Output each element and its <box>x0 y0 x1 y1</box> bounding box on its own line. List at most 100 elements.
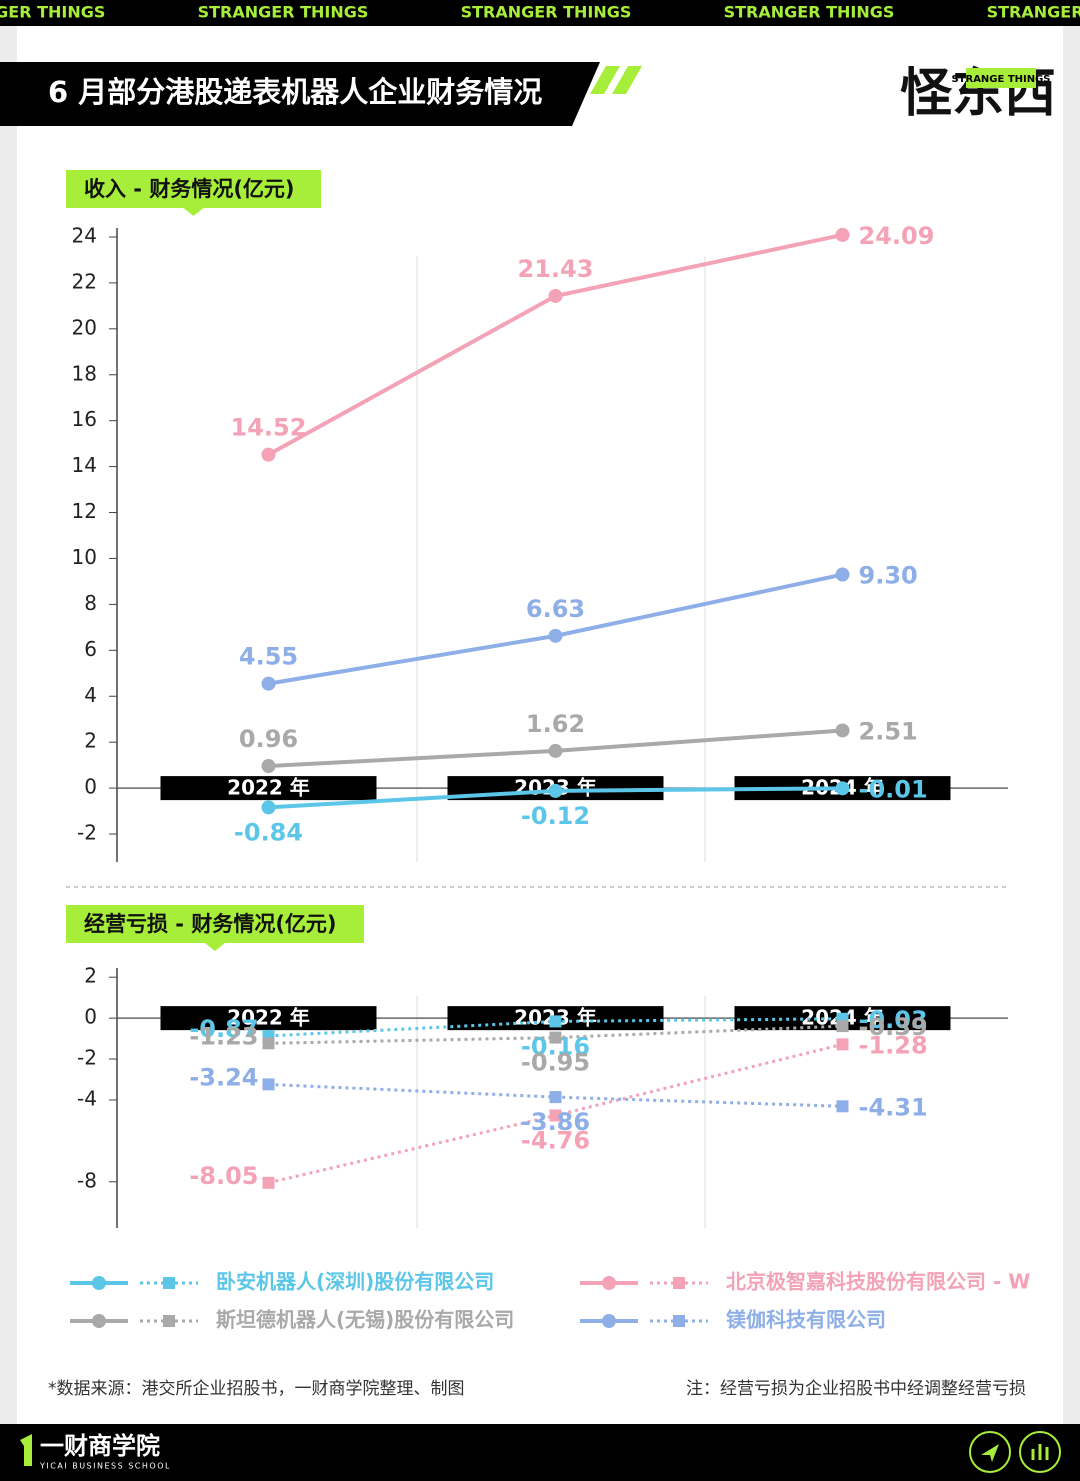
point <box>261 759 276 774</box>
legend-dot <box>602 1276 616 1290</box>
legend-label: 镁伽科技有限公司 <box>726 1308 886 1332</box>
legend-label: 北京极智嘉科技股份有限公司 - W <box>726 1270 1030 1294</box>
ticker-text: STRANGER THINGS <box>461 3 632 22</box>
y-tick-label: 22 <box>72 269 97 293</box>
point <box>261 676 276 691</box>
y-tick-label: 2 <box>84 729 97 753</box>
value-label: -1.23 <box>189 1022 258 1050</box>
point <box>835 781 850 796</box>
title: 6 月部分港股递表机器人企业财务情况 <box>48 75 542 109</box>
source-note: *数据来源：港交所企业招股书，一财商学院整理、制图 <box>48 1379 465 1399</box>
value-label: -4.76 <box>521 1127 590 1155</box>
y-tick-label: 10 <box>72 545 97 569</box>
logo-tag: STRANGE THINGS <box>951 74 1050 85</box>
share-button[interactable] <box>969 1431 1011 1473</box>
ticker-text: STRANGER THINGS <box>724 3 895 22</box>
y-tick-label: -2 <box>77 1046 97 1070</box>
value-label: -0.01 <box>859 775 928 803</box>
ticker-text: STRANGER THINGS <box>198 3 369 22</box>
legend-dot <box>92 1276 106 1290</box>
point <box>549 1091 562 1104</box>
y-tick-label: -8 <box>77 1168 97 1192</box>
value-label: 2.51 <box>859 717 918 745</box>
legend-square <box>673 1315 685 1327</box>
value-label: -0.39 <box>859 1013 928 1041</box>
value-label: 1.62 <box>526 710 585 738</box>
y-tick-label: 14 <box>72 453 97 477</box>
y-tick-label: 0 <box>84 1005 97 1029</box>
legend-square <box>673 1277 685 1289</box>
ticker-bar <box>0 0 1080 26</box>
chart-tag <box>66 170 321 216</box>
point <box>836 1100 849 1113</box>
y-tick-label: 2 <box>84 964 97 988</box>
legend-label: 卧安机器人(深圳)股份有限公司 <box>216 1270 494 1294</box>
stats-icon <box>1031 1444 1049 1460</box>
y-tick-label: 4 <box>84 683 97 707</box>
ticker-text: STRANGER THINGS <box>0 3 105 22</box>
value-label: 6.63 <box>526 595 585 623</box>
title-bar <box>0 62 600 126</box>
value-label: 4.55 <box>239 643 298 671</box>
legend-dot <box>602 1314 616 1328</box>
chart-tag <box>66 905 364 951</box>
footer-brand: 一财商学院 <box>40 1432 160 1460</box>
point <box>836 1038 849 1051</box>
year-box <box>160 776 377 801</box>
value-label: 0.96 <box>239 725 298 753</box>
value-label: -1.28 <box>859 1031 928 1059</box>
point <box>548 628 563 643</box>
point <box>835 227 850 242</box>
point <box>549 1031 562 1044</box>
share-icon <box>981 1444 999 1462</box>
value-label: -0.95 <box>521 1049 590 1077</box>
value-label: -8.05 <box>189 1162 258 1190</box>
y-tick-label: 18 <box>72 361 97 385</box>
value-label: 9.30 <box>859 562 918 590</box>
legend-square <box>163 1277 175 1289</box>
value-label: -3.24 <box>189 1063 258 1091</box>
ticker-text: STRANGER THINGS <box>987 3 1080 22</box>
point <box>261 800 276 815</box>
ticker: STRANGER THINGS STRANGER THINGS STRANGER T… <box>0 3 1080 22</box>
y-tick-label: 16 <box>72 407 97 431</box>
point <box>549 1109 562 1122</box>
point <box>262 1037 275 1050</box>
stats-button[interactable] <box>1019 1431 1061 1473</box>
remark-note: 注：经营亏损为企业招股书中经调整经营亏损 <box>686 1379 1026 1399</box>
panel <box>17 26 1063 1424</box>
point <box>261 447 276 462</box>
legend-label: 斯坦德机器人(无锡)股份有限公司 <box>216 1308 514 1332</box>
chart-title: 经营亏损 - 财务情况(亿元) <box>84 912 337 936</box>
point <box>548 783 563 798</box>
point <box>548 288 563 303</box>
footer-icon <box>20 1434 32 1466</box>
point <box>835 567 850 582</box>
y-tick-label: 0 <box>84 775 97 799</box>
point <box>836 1020 849 1033</box>
y-tick-label: 6 <box>84 637 97 661</box>
slashes <box>590 66 642 94</box>
y-tick-label: 8 <box>84 591 97 615</box>
point <box>548 743 563 758</box>
point <box>262 1078 275 1091</box>
value-label: -3.86 <box>521 1108 590 1136</box>
year-box <box>160 1006 377 1031</box>
chart-title: 收入 - 财务情况(亿元) <box>84 177 295 201</box>
point <box>262 1176 275 1189</box>
value-label: -0.87 <box>189 1015 258 1043</box>
value-label: -0.12 <box>521 802 590 830</box>
legend-square <box>163 1315 175 1327</box>
footer-brand-en: YICAI BUSINESS SCHOOL <box>39 1462 171 1471</box>
legend-dot <box>92 1314 106 1328</box>
value-label: 14.52 <box>231 414 307 442</box>
x-tick-label: 2022 年 <box>227 776 310 800</box>
value-label: 24.09 <box>859 222 935 250</box>
value-label: 21.43 <box>518 255 594 283</box>
y-tick-label: -4 <box>77 1086 97 1110</box>
point <box>549 1015 562 1028</box>
logo-tag-bg <box>966 68 1036 88</box>
point <box>835 723 850 738</box>
y-tick-label: -2 <box>77 821 97 845</box>
